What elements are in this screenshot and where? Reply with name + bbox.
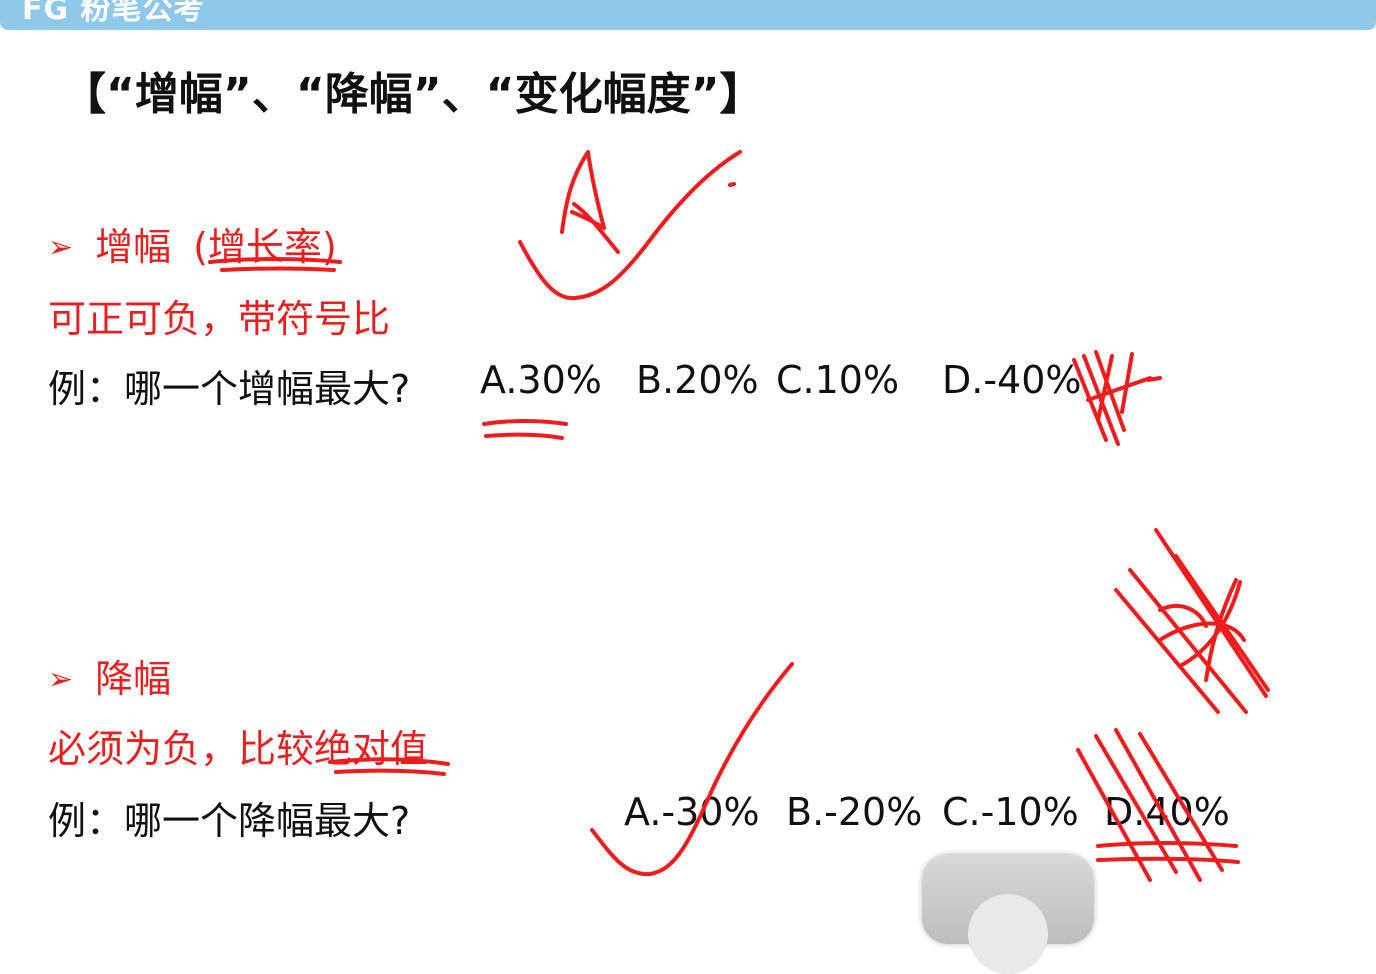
hash-strokes-d1 xyxy=(1072,350,1162,446)
decrease-heading: ➢ 降幅 xyxy=(48,648,171,703)
decrease-option-d: D.40% xyxy=(1104,790,1230,834)
assistive-touch-icon xyxy=(968,894,1048,974)
decrease-option-c: C.-10% xyxy=(942,790,1079,834)
tick-dash xyxy=(728,182,736,187)
slide-title: 【“增幅”、“降幅”、“变化幅度”】 xyxy=(62,69,764,120)
increase-heading: ➢ 增幅 (增长率) xyxy=(48,216,337,271)
scribble-right-middle xyxy=(1114,528,1270,714)
decrease-question: 例：哪一个降幅最大? xyxy=(48,799,411,843)
handwriting-annotations xyxy=(208,150,1270,882)
top-banner: FG 粉笔公考 xyxy=(0,0,1376,30)
decrease-heading-text: 降幅 xyxy=(95,657,172,701)
increase-option-b: B.20% xyxy=(636,358,759,402)
increase-option-d: D.-40% xyxy=(942,358,1082,402)
increase-option-a: A.30% xyxy=(480,358,602,402)
increase-heading-text: 增幅 xyxy=(95,225,172,269)
increase-heading-paren: (增长率) xyxy=(193,225,337,269)
assistive-touch-button[interactable] xyxy=(922,854,1094,974)
increase-option-c: C.10% xyxy=(776,358,900,402)
increase-rule: 可正可负，带符号比 xyxy=(48,297,391,341)
big-check-mark-top xyxy=(518,150,742,301)
decrease-rule: 必须为负，比较绝对值 xyxy=(48,727,429,771)
decrease-option-a: A.-30% xyxy=(624,790,760,834)
arrowhead-bullet-icon: ➢ xyxy=(48,662,74,697)
increase-question: 例：哪一个增幅最大? xyxy=(48,367,411,411)
arrowhead-bullet-icon: ➢ xyxy=(48,230,74,265)
brand-logo: FG 粉笔公考 xyxy=(22,0,205,27)
big-check-mark-bottom xyxy=(590,662,794,877)
letter-a-scribble xyxy=(560,150,620,254)
underline-option-a-2 xyxy=(484,432,564,440)
underline-option-a-1 xyxy=(482,419,568,426)
decrease-option-b: B.-20% xyxy=(786,790,923,834)
